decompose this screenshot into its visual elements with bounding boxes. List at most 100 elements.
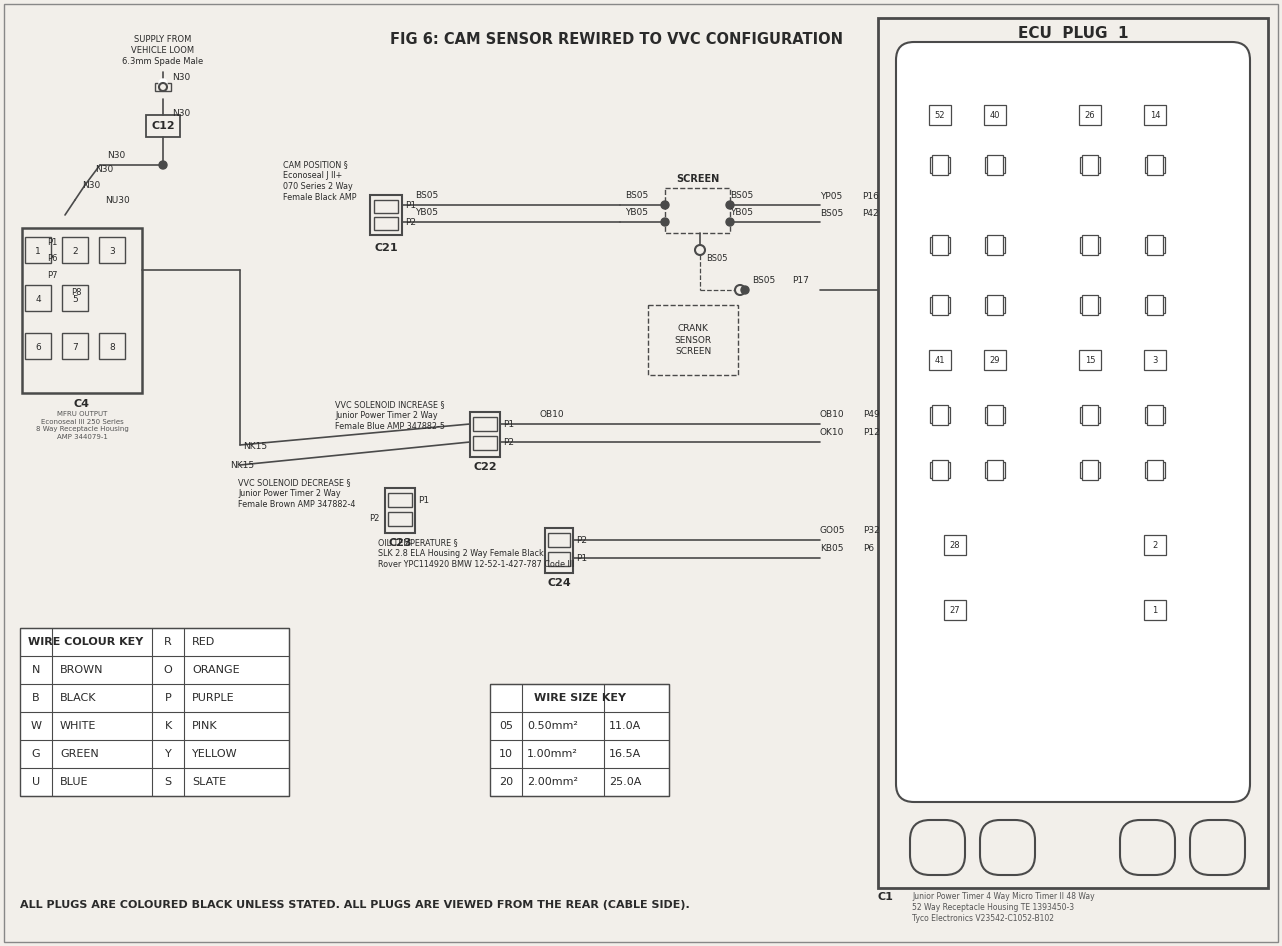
Text: YB05: YB05 — [415, 208, 438, 217]
Text: BS05: BS05 — [706, 254, 727, 262]
Bar — [932, 405, 947, 425]
Text: P6: P6 — [863, 544, 874, 553]
Text: YB05: YB05 — [729, 208, 753, 217]
Bar — [987, 405, 1003, 425]
Text: 14: 14 — [1150, 111, 1160, 119]
FancyBboxPatch shape — [1190, 820, 1245, 875]
Bar — [932, 295, 947, 315]
Bar — [985, 157, 1005, 172]
Text: 3: 3 — [109, 247, 115, 255]
Text: P6: P6 — [47, 254, 58, 262]
Bar — [62, 285, 88, 311]
Text: C23: C23 — [388, 538, 412, 548]
Text: Junior Power Timer 4 Way Micro Timer II 48 Way
52 Way Receptacle Housing TE 1393: Junior Power Timer 4 Way Micro Timer II … — [912, 892, 1095, 923]
Text: 52: 52 — [935, 111, 945, 119]
Bar — [985, 408, 1005, 423]
Text: 05: 05 — [499, 721, 513, 731]
Bar — [1082, 460, 1097, 480]
Text: 8: 8 — [109, 342, 115, 352]
Text: P7: P7 — [47, 271, 58, 279]
Bar — [985, 105, 1006, 125]
Text: 40: 40 — [990, 111, 1000, 119]
Text: WIRE SIZE KEY: WIRE SIZE KEY — [533, 693, 626, 703]
Bar — [1147, 295, 1163, 315]
Text: P17: P17 — [792, 276, 809, 285]
Text: G: G — [32, 749, 40, 759]
Text: CRANK
SENSOR
SCREEN: CRANK SENSOR SCREEN — [674, 324, 712, 356]
Text: C4: C4 — [74, 399, 90, 409]
Text: PINK: PINK — [192, 721, 218, 731]
Text: BS05: BS05 — [753, 276, 776, 285]
FancyBboxPatch shape — [1120, 820, 1176, 875]
Bar — [985, 463, 1005, 478]
Bar — [1082, 405, 1097, 425]
Bar — [1079, 350, 1101, 370]
Bar — [1144, 105, 1167, 125]
Text: GO05: GO05 — [820, 526, 846, 535]
Bar — [929, 237, 950, 253]
Bar — [388, 493, 412, 507]
Text: 26: 26 — [1085, 111, 1095, 119]
Text: N30: N30 — [106, 150, 126, 160]
Text: P1: P1 — [47, 237, 58, 247]
Text: OB10: OB10 — [540, 410, 564, 419]
Bar — [1079, 297, 1100, 312]
Bar — [1145, 297, 1165, 312]
Text: K: K — [164, 721, 172, 731]
Text: C22: C22 — [473, 462, 497, 472]
Text: 15: 15 — [1085, 356, 1095, 364]
Bar — [987, 460, 1003, 480]
Bar — [944, 600, 967, 620]
Bar — [99, 237, 126, 263]
Circle shape — [662, 218, 669, 226]
Text: WHITE: WHITE — [60, 721, 96, 731]
Text: 41: 41 — [935, 356, 945, 364]
Text: P49: P49 — [863, 410, 879, 419]
Text: N30: N30 — [82, 181, 100, 189]
Text: BLUE: BLUE — [60, 777, 88, 787]
Bar — [155, 83, 171, 91]
Text: SLATE: SLATE — [192, 777, 226, 787]
Text: P2: P2 — [576, 535, 587, 545]
Bar — [1145, 157, 1165, 172]
Text: NU30: NU30 — [105, 196, 129, 204]
Circle shape — [741, 286, 749, 294]
Bar — [985, 237, 1005, 253]
Text: O: O — [164, 665, 172, 675]
Text: P42: P42 — [862, 209, 878, 218]
Text: VVC SOLENOID INCREASE §
Junior Power Timer 2 Way
Female Blue AMP 347882-5: VVC SOLENOID INCREASE § Junior Power Tim… — [335, 400, 445, 431]
Text: WIRE COLOUR KEY: WIRE COLOUR KEY — [28, 637, 144, 647]
Bar — [99, 333, 126, 359]
Text: 1.00mm²: 1.00mm² — [527, 749, 578, 759]
Bar — [1082, 155, 1097, 175]
Bar — [62, 333, 88, 359]
Bar — [1145, 237, 1165, 253]
Bar — [21, 628, 288, 796]
Bar — [1147, 460, 1163, 480]
Bar — [987, 295, 1003, 315]
Bar — [374, 200, 397, 213]
Bar — [1079, 463, 1100, 478]
Bar — [985, 350, 1006, 370]
Text: C24: C24 — [547, 578, 570, 588]
Bar — [470, 412, 500, 457]
Bar — [987, 155, 1003, 175]
Bar — [388, 512, 412, 526]
Bar — [932, 460, 947, 480]
Text: 25.0A: 25.0A — [609, 777, 641, 787]
Text: 29: 29 — [990, 356, 1000, 364]
Text: 2: 2 — [72, 247, 78, 255]
Text: C21: C21 — [374, 243, 397, 253]
Bar — [26, 237, 51, 263]
Bar — [146, 115, 179, 137]
Circle shape — [726, 218, 735, 226]
Text: ORANGE: ORANGE — [192, 665, 240, 675]
Text: B: B — [32, 693, 40, 703]
Bar — [1082, 295, 1097, 315]
Text: R: R — [164, 637, 172, 647]
Bar — [1147, 235, 1163, 255]
Bar — [370, 195, 403, 235]
Text: NK15: NK15 — [229, 461, 254, 469]
Text: RED: RED — [192, 637, 215, 647]
Text: 2.00mm²: 2.00mm² — [527, 777, 578, 787]
